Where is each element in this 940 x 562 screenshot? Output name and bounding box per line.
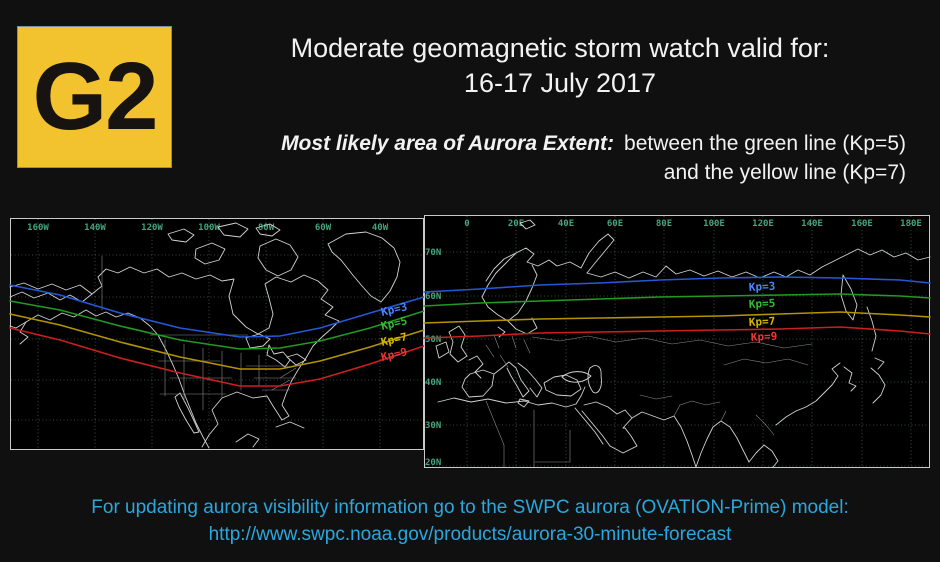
kp-line-Kp=5 bbox=[423, 293, 931, 307]
lon-label: 140W bbox=[84, 223, 106, 233]
map-north-america: 160W 140W 120W 100W 80W 60W 40W bbox=[9, 218, 425, 450]
subtitle-green-line-note: between the green line (Kp=5) bbox=[624, 132, 906, 155]
subtitle-line-1: Most likely area of Aurora Extent: betwee… bbox=[200, 129, 906, 158]
kp-label-Kp=9: Kp=9 bbox=[750, 330, 777, 344]
footer-note: For updating aurora visibility informati… bbox=[0, 494, 940, 548]
coastline-north-america bbox=[9, 222, 401, 449]
kp-line-Kp=5 bbox=[9, 300, 425, 350]
lon-label: 0 bbox=[464, 219, 469, 229]
lat-label: 30N bbox=[425, 421, 441, 431]
map-europe-asia: 0 20E 40E 60E 80E 100E 120E 140E 160E 180E 70N 60N 5… bbox=[423, 215, 931, 468]
lat-label: 20N bbox=[425, 458, 441, 468]
kp-label-Kp=7: Kp=7 bbox=[380, 330, 409, 349]
kp-label-Kp=7: Kp=7 bbox=[748, 315, 775, 329]
page-title: Moderate geomagnetic storm watch valid f… bbox=[200, 31, 920, 101]
lon-label: 160E bbox=[851, 219, 873, 229]
lon-label: 60W bbox=[315, 223, 332, 233]
kp-line-Kp=9 bbox=[9, 327, 425, 387]
lon-label: 60E bbox=[607, 219, 623, 229]
lon-label: 140E bbox=[801, 219, 823, 229]
lon-label: 40W bbox=[372, 223, 389, 233]
g2-badge-label: G2 bbox=[32, 43, 158, 150]
aurora-extent-subtitle: Most likely area of Aurora Extent: betwee… bbox=[200, 129, 906, 187]
lon-label: 20E bbox=[508, 219, 524, 229]
lon-label: 80W bbox=[258, 223, 275, 233]
lon-label: 160W bbox=[27, 223, 49, 233]
lat-label: 60N bbox=[425, 292, 441, 302]
kp-label-Kp=3: Kp=3 bbox=[748, 280, 775, 294]
coastline-eurasia bbox=[435, 219, 931, 468]
kp-line-Kp=7 bbox=[9, 313, 425, 370]
map-frame bbox=[10, 218, 424, 450]
kp-line-Kp=7 bbox=[423, 311, 931, 324]
kp-line-Kp=3 bbox=[423, 276, 931, 293]
lon-label: 40E bbox=[558, 219, 574, 229]
lat-label: 70N bbox=[425, 248, 441, 258]
kp-label-Kp=5: Kp=5 bbox=[380, 314, 409, 333]
lon-label: 100W bbox=[198, 223, 220, 233]
lon-label: 120W bbox=[141, 223, 163, 233]
title-line-2: 16-17 July 2017 bbox=[463, 68, 657, 98]
kp-label-Kp=3: Kp=3 bbox=[380, 300, 409, 319]
lon-label: 100E bbox=[703, 219, 725, 229]
swpc-url-link[interactable]: http://www.swpc.noaa.gov/products/aurora… bbox=[208, 524, 732, 545]
lon-label: 180E bbox=[900, 219, 922, 229]
kp-label-Kp=9: Kp=9 bbox=[380, 345, 409, 364]
kp-label-Kp=5: Kp=5 bbox=[748, 297, 775, 311]
kp-line-Kp=9 bbox=[423, 326, 931, 339]
map-frame bbox=[424, 215, 930, 468]
g2-storm-badge: G2 bbox=[17, 26, 172, 168]
subtitle-yellow-line-note: and the yellow line (Kp=7) bbox=[663, 161, 906, 184]
title-line-1: Moderate geomagnetic storm watch valid f… bbox=[290, 33, 830, 63]
footer-info-line: For updating aurora visibility informati… bbox=[91, 497, 849, 518]
lon-label: 80E bbox=[656, 219, 672, 229]
subtitle-lead: Most likely area of Aurora Extent: bbox=[281, 132, 615, 155]
kp-line-Kp=3 bbox=[9, 284, 425, 338]
lon-label: 120E bbox=[752, 219, 774, 229]
lat-label: 40N bbox=[425, 378, 441, 388]
lat-label: 50N bbox=[425, 335, 441, 345]
